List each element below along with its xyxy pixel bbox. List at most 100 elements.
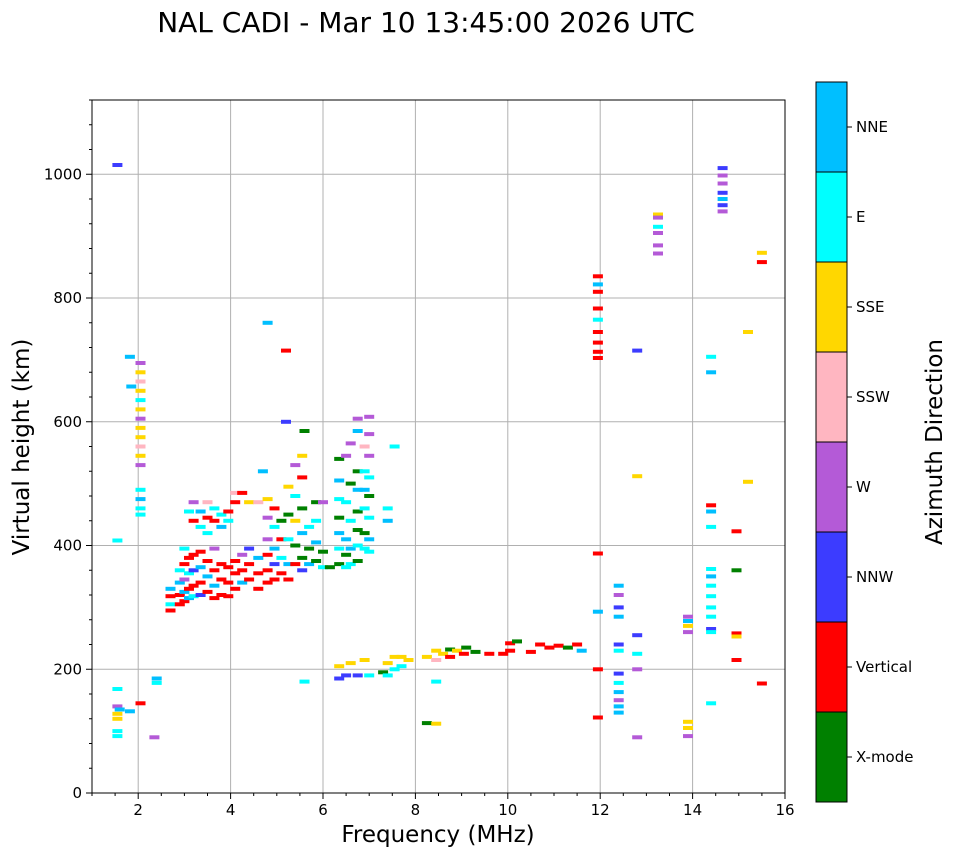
echo-point [706, 605, 717, 610]
echo-point [592, 715, 603, 720]
echo-point [592, 317, 603, 322]
echo-point [237, 580, 248, 585]
echo-point [632, 735, 643, 740]
colorbar-tick-label: X-mode [856, 748, 913, 766]
echo-point [269, 506, 280, 511]
echo-point [683, 630, 693, 635]
colorbar-segment [816, 352, 847, 442]
echo-point [341, 500, 352, 505]
echo-point [174, 602, 185, 607]
echo-point [706, 614, 717, 619]
echo-point [174, 580, 185, 585]
echo-point [632, 651, 643, 656]
echo-point [613, 698, 624, 703]
echo-point [276, 555, 287, 560]
echo-point [230, 500, 241, 505]
echo-point [452, 648, 462, 653]
echo-point [364, 453, 375, 458]
echo-point [283, 484, 294, 489]
echo-point [345, 441, 356, 446]
echo-point [311, 540, 322, 545]
echo-point [262, 568, 273, 573]
echo-point [364, 432, 375, 437]
echo-point [389, 444, 400, 449]
echo-point [269, 577, 280, 582]
echo-point [345, 546, 356, 551]
echo-point [731, 658, 742, 662]
echo-point [613, 704, 624, 709]
echo-point [188, 552, 199, 557]
echo-point [592, 349, 603, 354]
echo-point [683, 619, 693, 623]
echo-point [683, 719, 693, 724]
echo-point [179, 562, 190, 567]
echo-point [244, 577, 255, 582]
echo-point [311, 559, 322, 563]
echo-point [124, 354, 135, 359]
echo-point [632, 633, 643, 638]
echo-point [188, 594, 199, 599]
echo-point [717, 190, 728, 195]
echo-point [458, 651, 469, 656]
echo-point [202, 574, 213, 579]
echo-point [756, 681, 767, 686]
echo-point [195, 580, 206, 585]
echo-point [731, 568, 742, 573]
colorbar-tick-label: W [856, 478, 871, 496]
colorbar-tick-label: SSW [856, 388, 890, 406]
echo-point [382, 661, 393, 666]
echo-point [135, 416, 146, 421]
echo-point [613, 648, 624, 653]
echo-point [592, 340, 603, 345]
echo-point [717, 209, 728, 214]
echo-point [382, 506, 393, 511]
echo-point [269, 562, 280, 567]
echo-point [553, 643, 564, 648]
echo-point [572, 642, 583, 647]
colorbar-tick-label: SSE [856, 298, 885, 316]
echo-point [613, 690, 624, 695]
echo-point [202, 559, 213, 563]
echo-point [195, 565, 206, 570]
echo-point [341, 565, 352, 570]
echo-point [244, 546, 255, 551]
echo-point [421, 721, 432, 726]
echo-point [202, 531, 213, 536]
echo-point [334, 515, 345, 520]
echo-point [653, 224, 663, 229]
colorbar-label: Azimuth Direction [922, 339, 948, 545]
echo-point [135, 444, 146, 449]
echo-point [124, 709, 135, 714]
echo-point [237, 568, 248, 573]
echo-marks [112, 163, 767, 740]
echo-point [253, 586, 264, 591]
echo-point [461, 645, 472, 650]
colorbar-segment [816, 442, 847, 532]
colorbar-frame [815, 81, 848, 803]
echo-point [359, 546, 370, 551]
echo-point [706, 574, 717, 579]
echo-point [209, 506, 220, 511]
echo-point [290, 518, 301, 523]
x-tick-label: 2 [133, 801, 143, 819]
echo-point [632, 474, 643, 479]
echo-point [318, 500, 328, 505]
colorbar: X-mode Vertical NNW W SSW SSE E NNE [815, 81, 913, 803]
echo-point [184, 555, 194, 560]
echo-point [223, 509, 234, 514]
echo-point [253, 500, 264, 505]
echo-point [112, 538, 123, 543]
echo-point [364, 549, 375, 554]
echo-point [216, 524, 227, 529]
echo-point [389, 654, 400, 659]
colorbar-segment [816, 82, 847, 172]
echo-point [743, 479, 753, 484]
echo-point [223, 565, 234, 570]
x-axis-ticks: 2 4 6 8 10 12 14 16 [91, 793, 795, 819]
echo-point [297, 506, 308, 511]
echo-point [304, 524, 315, 529]
echo-point [352, 429, 363, 433]
echo-point [431, 658, 442, 662]
echo-point [525, 649, 536, 654]
